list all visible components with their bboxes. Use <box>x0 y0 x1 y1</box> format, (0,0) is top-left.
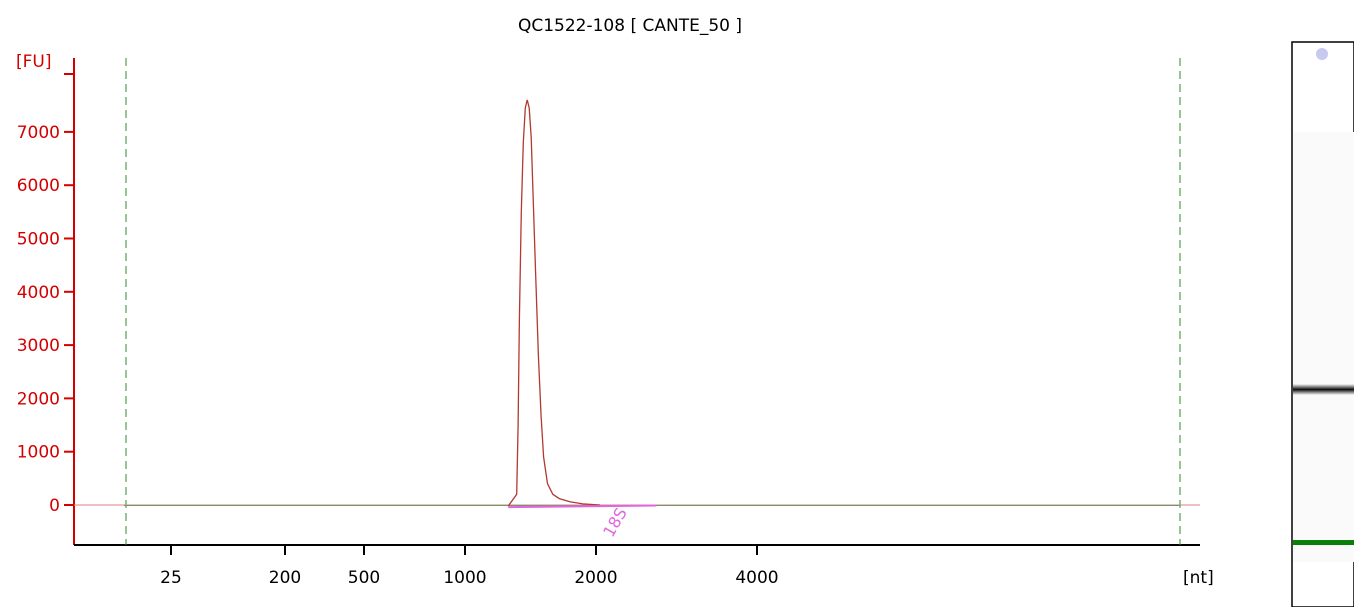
x-axis: 25 200 500 1000 2000 4000 <box>74 544 1200 588</box>
y-tick-label: 2000 <box>17 389 60 409</box>
gel-lane <box>1291 41 1354 607</box>
peak-region <box>508 504 657 509</box>
y-tick-label: 6000 <box>17 176 60 196</box>
y-axis-label: [FU] <box>16 52 52 72</box>
plot-area: 18S <box>74 58 1200 545</box>
y-axis: 0 1000 2000 3000 4000 5000 6000 7000 <box>17 58 75 545</box>
y-tick-label: 5000 <box>17 230 60 250</box>
gel-well-spot <box>1316 48 1328 60</box>
y-tick-label: 0 <box>49 496 60 516</box>
trace-line <box>507 99 601 507</box>
peak-annotation: 18S <box>599 504 631 540</box>
x-tick-label: 2000 <box>574 568 617 588</box>
gel-marker-band <box>1293 540 1354 546</box>
y-tick-label: 7000 <box>17 123 60 143</box>
x-tick-label: 200 <box>269 568 301 588</box>
x-tick-label: 25 <box>160 568 182 588</box>
gel-background <box>1293 132 1354 562</box>
y-tick-label: 1000 <box>17 443 60 463</box>
x-axis-label: [nt] <box>1183 568 1214 588</box>
x-tick-label: 4000 <box>735 568 778 588</box>
y-tick-label: 4000 <box>17 283 60 303</box>
x-tick-label: 1000 <box>443 568 486 588</box>
x-tick-label: 500 <box>348 568 380 588</box>
y-tick-label: 3000 <box>17 336 60 356</box>
chart-title: QC1522-108 [ CANTE_50 ] <box>518 16 742 36</box>
